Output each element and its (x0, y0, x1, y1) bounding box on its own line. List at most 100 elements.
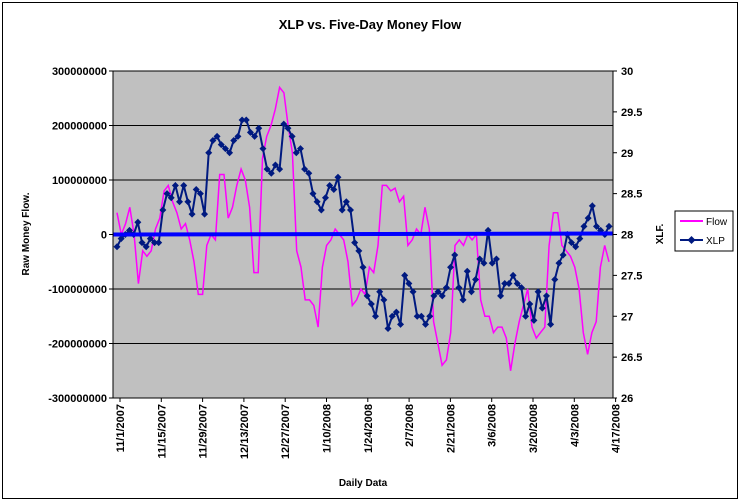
y-left-tick-label: 100000000 (52, 175, 107, 187)
series-xlp-point (346, 206, 354, 214)
series-xlp-point (463, 267, 471, 275)
series-xlp-point (267, 169, 275, 177)
series-xlp-point (321, 194, 329, 202)
series-xlp-point (555, 259, 563, 267)
series-xlp-point (584, 214, 592, 222)
series-xlp-point (317, 206, 325, 214)
series-xlp-point (526, 300, 534, 308)
y-left-tick-label: 0 (101, 230, 107, 242)
chart-title: XLP vs. Five-Day Money Flow (279, 17, 462, 32)
series-xlp-point (397, 320, 405, 328)
series-xlp-point (538, 304, 546, 312)
series-xlp-point (209, 136, 217, 144)
series-xlp-point (176, 198, 184, 206)
series-xlp-point (334, 173, 342, 181)
y-left-tick-label: 300000000 (52, 66, 107, 78)
series-xlp-point (547, 320, 555, 328)
x-tick-label: 1/24/2008 (363, 404, 375, 453)
zero-line (112, 231, 614, 237)
x-tick-label: 11/1/2007 (115, 404, 127, 452)
series-xlp-point (592, 222, 600, 230)
series-xlp-point (413, 312, 421, 320)
money-flow-chart: 300000000 200000000 100000000 0 -100000000 -2… (21, 17, 734, 489)
series-xlp-point (497, 292, 505, 300)
y-right-tick-label: 27.5 (621, 270, 642, 282)
y-right-tick-label: 26 (621, 393, 633, 405)
series-xlp-point (276, 165, 284, 173)
series-xlp-point (138, 239, 146, 247)
y-left-tick-label: -300000000 (48, 393, 107, 405)
series-xlp-point (384, 325, 392, 333)
y-axis-left-title: Raw Money Flow. (21, 192, 32, 275)
series-xlp-point (305, 169, 313, 177)
series-xlp-point (309, 190, 317, 198)
series-xlp-point (117, 235, 125, 243)
series-xlp-point (476, 255, 484, 263)
series-xlp-point (134, 218, 142, 226)
series-xlp-point (226, 149, 234, 157)
legend-flow-label: Flow (706, 217, 728, 228)
series-xlp-point (184, 198, 192, 206)
series-xlp-point (188, 210, 196, 218)
series-xlp-point (192, 186, 200, 194)
series-xlp-point (167, 194, 175, 202)
x-tick-label: 4/3/2008 (569, 404, 581, 447)
series-xlp-point (501, 280, 509, 288)
x-tick-label: 3/6/2008 (487, 404, 499, 447)
series-xlp-point (451, 251, 459, 259)
series-xlp-point (271, 161, 279, 169)
x-tick-label: 12/13/2007 (239, 404, 251, 459)
series-xlp-point (155, 239, 163, 247)
series-xlp-point (126, 226, 134, 234)
series-xlp-point (430, 292, 438, 300)
series-xlp-point (242, 116, 250, 124)
series-xlp-point (517, 284, 525, 292)
series-xlp-point (313, 198, 321, 206)
legend-xlp-marker (687, 236, 696, 244)
series-xlp-point (534, 288, 542, 296)
series-xlp-point (171, 181, 179, 189)
x-tick-label: 3/20/2008 (528, 404, 540, 453)
series-xlp-point (388, 312, 396, 320)
series-xlp-point (301, 165, 309, 173)
series-xlp-point (605, 222, 613, 230)
y-right-tick-label: 27 (621, 311, 633, 323)
series-xlp-point (505, 280, 513, 288)
series-xlp-point (447, 263, 455, 271)
series-xlp-point (217, 141, 225, 149)
y-left-tick-label: 200000000 (52, 121, 107, 133)
series-xlp-point (472, 275, 480, 283)
series-xlp-point (146, 235, 154, 243)
y-right-tick-label: 29 (621, 148, 633, 160)
series-xlp-point (342, 198, 350, 206)
series-xlp-point (221, 145, 229, 153)
x-tick-label: 12/27/2007 (280, 404, 292, 459)
series-xlp-point (522, 312, 530, 320)
series-xlp-point (363, 292, 371, 300)
series-xlp-point (113, 243, 121, 251)
axes: 300000000 200000000 100000000 0 -100000000 -2… (48, 66, 642, 459)
series-xlp-point (355, 247, 363, 255)
legend-xlp-label: XLP (706, 236, 725, 247)
series-xlp-point (367, 300, 375, 308)
series-xlp-point (422, 320, 430, 328)
series-xlp-point (426, 312, 434, 320)
series-xlp-point (572, 243, 580, 251)
series-xlp-point (351, 239, 359, 247)
series-xlp-point (580, 222, 588, 230)
x-tick-label: 1/10/2008 (322, 404, 334, 453)
series-xlp-point (213, 132, 221, 140)
series-xlp-point (330, 186, 338, 194)
series-xlp-point (392, 308, 400, 316)
series-xlp-point (442, 284, 450, 292)
series-xlp-point (372, 312, 380, 320)
series-xlp-point (576, 235, 584, 243)
y-right-tick-label: 30 (621, 66, 633, 78)
series-xlp-point (380, 296, 388, 304)
x-tick-label: 11/15/2007 (156, 404, 168, 458)
series-xlp-point (480, 259, 488, 267)
series-xlp-point (205, 149, 213, 157)
series-xlp-point (284, 124, 292, 132)
series-xlp-point (259, 145, 267, 153)
